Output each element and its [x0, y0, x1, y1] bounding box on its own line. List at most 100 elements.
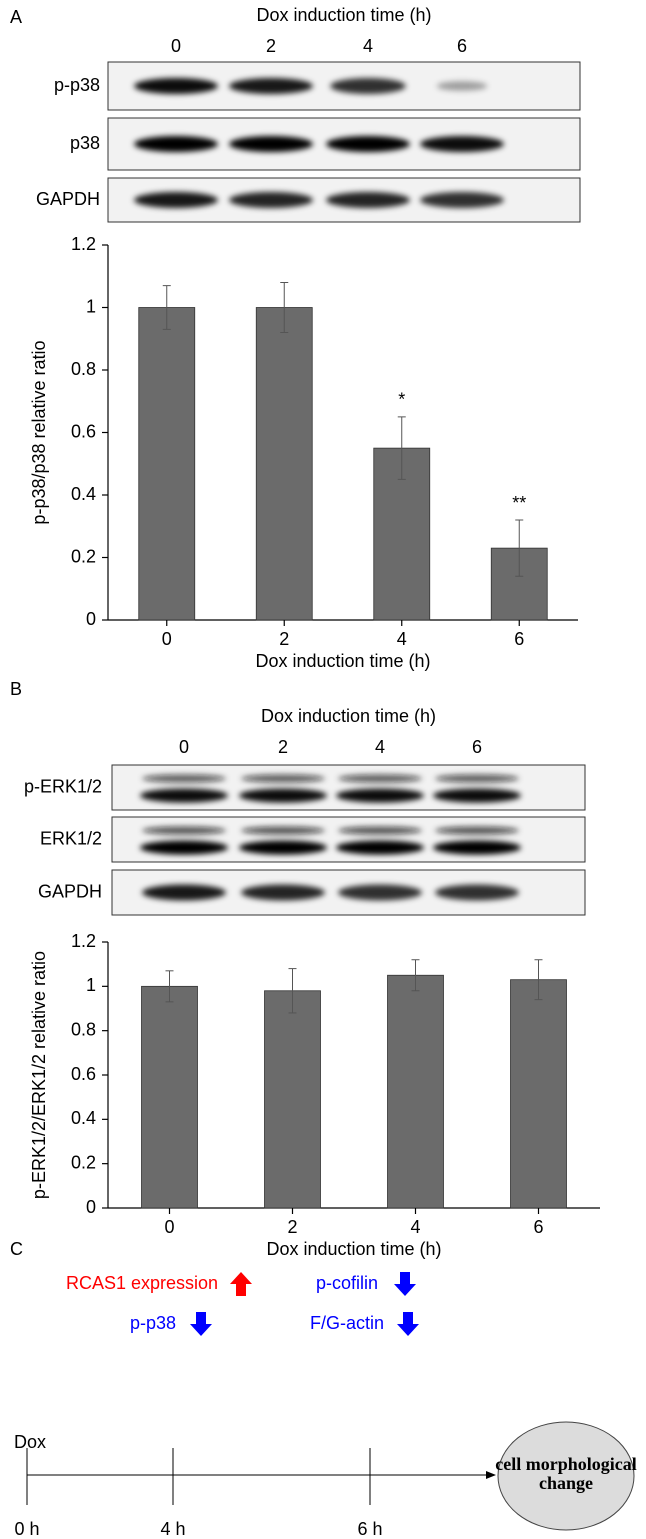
timeline-diagram: Dox 0 h 4 h 6 h RCAS1 expression p-p38 p… [14, 1272, 637, 1539]
x-tick-label: 4 [410, 1217, 420, 1237]
start-label: Dox [14, 1432, 46, 1452]
y-axis-title: p-ERK1/2/ERK1/2 relative ratio [29, 951, 49, 1199]
error-bar [165, 970, 174, 1003]
x-tick-label: 0 [164, 1217, 174, 1237]
error-bar [397, 416, 406, 480]
band [338, 826, 422, 835]
actin-label: F/G-actin [310, 1313, 384, 1333]
y-tick-label: 0.2 [71, 546, 96, 566]
band [142, 826, 226, 835]
band [134, 192, 218, 208]
lane-label: 6 [472, 737, 482, 757]
y-tick-label: 0.8 [71, 359, 96, 379]
x-tick-label: 2 [279, 629, 289, 649]
blot-title: Dox induction time (h) [261, 706, 436, 726]
bands [140, 774, 521, 803]
band [142, 884, 226, 901]
outcome-node [497, 1421, 635, 1531]
bar [255, 307, 313, 621]
significance: * [398, 390, 405, 410]
bands [140, 826, 521, 855]
bands [134, 136, 504, 152]
lane-label: 0 [171, 36, 181, 56]
lane-label: 0 [179, 737, 189, 757]
x-tick-label: 6 [533, 1217, 543, 1237]
y-tick-label: 0.8 [71, 1019, 96, 1039]
up-arrow [230, 1272, 252, 1296]
band [241, 884, 325, 901]
y-axis-title: p-p38/p38 relative ratio [29, 340, 49, 524]
band [134, 78, 218, 94]
blot-strip [111, 764, 586, 811]
row-label: GAPDH [38, 881, 102, 901]
band [239, 840, 327, 855]
band [433, 788, 521, 803]
y-tick-label: 1 [86, 975, 96, 995]
time-label: 6 h [357, 1519, 382, 1539]
blot-title: Dox induction time (h) [256, 5, 431, 25]
band [420, 136, 504, 152]
band [336, 840, 424, 855]
y-tick-label: 1 [86, 296, 96, 316]
band [140, 788, 228, 803]
time-label: 0 h [14, 1519, 39, 1539]
significance: ** [512, 493, 526, 513]
bar [141, 985, 198, 1209]
panel-label: A [10, 7, 22, 27]
lane-label: 4 [375, 737, 385, 757]
y-tick-label: 0.4 [71, 484, 96, 504]
x-tick-label: 2 [287, 1217, 297, 1237]
lane-label: 2 [278, 737, 288, 757]
panel-label: B [10, 679, 22, 699]
y-tick-label: 0.6 [71, 1064, 96, 1084]
band [420, 192, 504, 208]
down-arrow [190, 1312, 212, 1336]
band [435, 884, 519, 901]
panel-label: C [10, 1239, 23, 1259]
error-bar [534, 959, 543, 1001]
band [241, 774, 325, 783]
band [338, 884, 422, 901]
error-bar [411, 959, 420, 992]
row-label: p-p38 [54, 75, 100, 95]
row-label: GAPDH [36, 189, 100, 209]
bar [510, 979, 567, 1209]
x-axis-title: Dox induction time (h) [266, 1239, 441, 1259]
y-tick-label: 0.4 [71, 1108, 96, 1128]
band [229, 78, 313, 94]
band [229, 136, 313, 152]
bar [138, 307, 196, 621]
band [326, 192, 410, 208]
outcome-text: change [539, 1473, 593, 1493]
time-label: 4 h [160, 1519, 185, 1539]
blot-strip [111, 816, 586, 863]
band [330, 78, 406, 94]
lane-label: 6 [457, 36, 467, 56]
x-tick-label: 6 [514, 629, 524, 649]
band [435, 826, 519, 835]
bar [387, 974, 444, 1209]
pp38-label: p-p38 [130, 1313, 176, 1333]
row-label: p-ERK1/2 [24, 776, 102, 796]
lane-label: 2 [266, 36, 276, 56]
bar [264, 990, 321, 1209]
down-arrow [397, 1312, 419, 1336]
row-label: ERK1/2 [40, 828, 102, 848]
band [435, 774, 519, 783]
rcas1-label: RCAS1 expression [66, 1273, 218, 1293]
y-tick-label: 1.2 [71, 931, 96, 951]
bands [134, 78, 488, 94]
band [433, 840, 521, 855]
y-tick-label: 0.2 [71, 1152, 96, 1172]
bands [134, 192, 504, 208]
y-tick-label: 1.2 [71, 234, 96, 254]
error-bar [162, 285, 171, 330]
lane-label: 4 [363, 36, 373, 56]
x-axis-title: Dox induction time (h) [255, 651, 430, 671]
down-arrow [394, 1272, 416, 1296]
y-tick-label: 0.6 [71, 421, 96, 441]
band [134, 136, 218, 152]
band [336, 788, 424, 803]
band [239, 788, 327, 803]
